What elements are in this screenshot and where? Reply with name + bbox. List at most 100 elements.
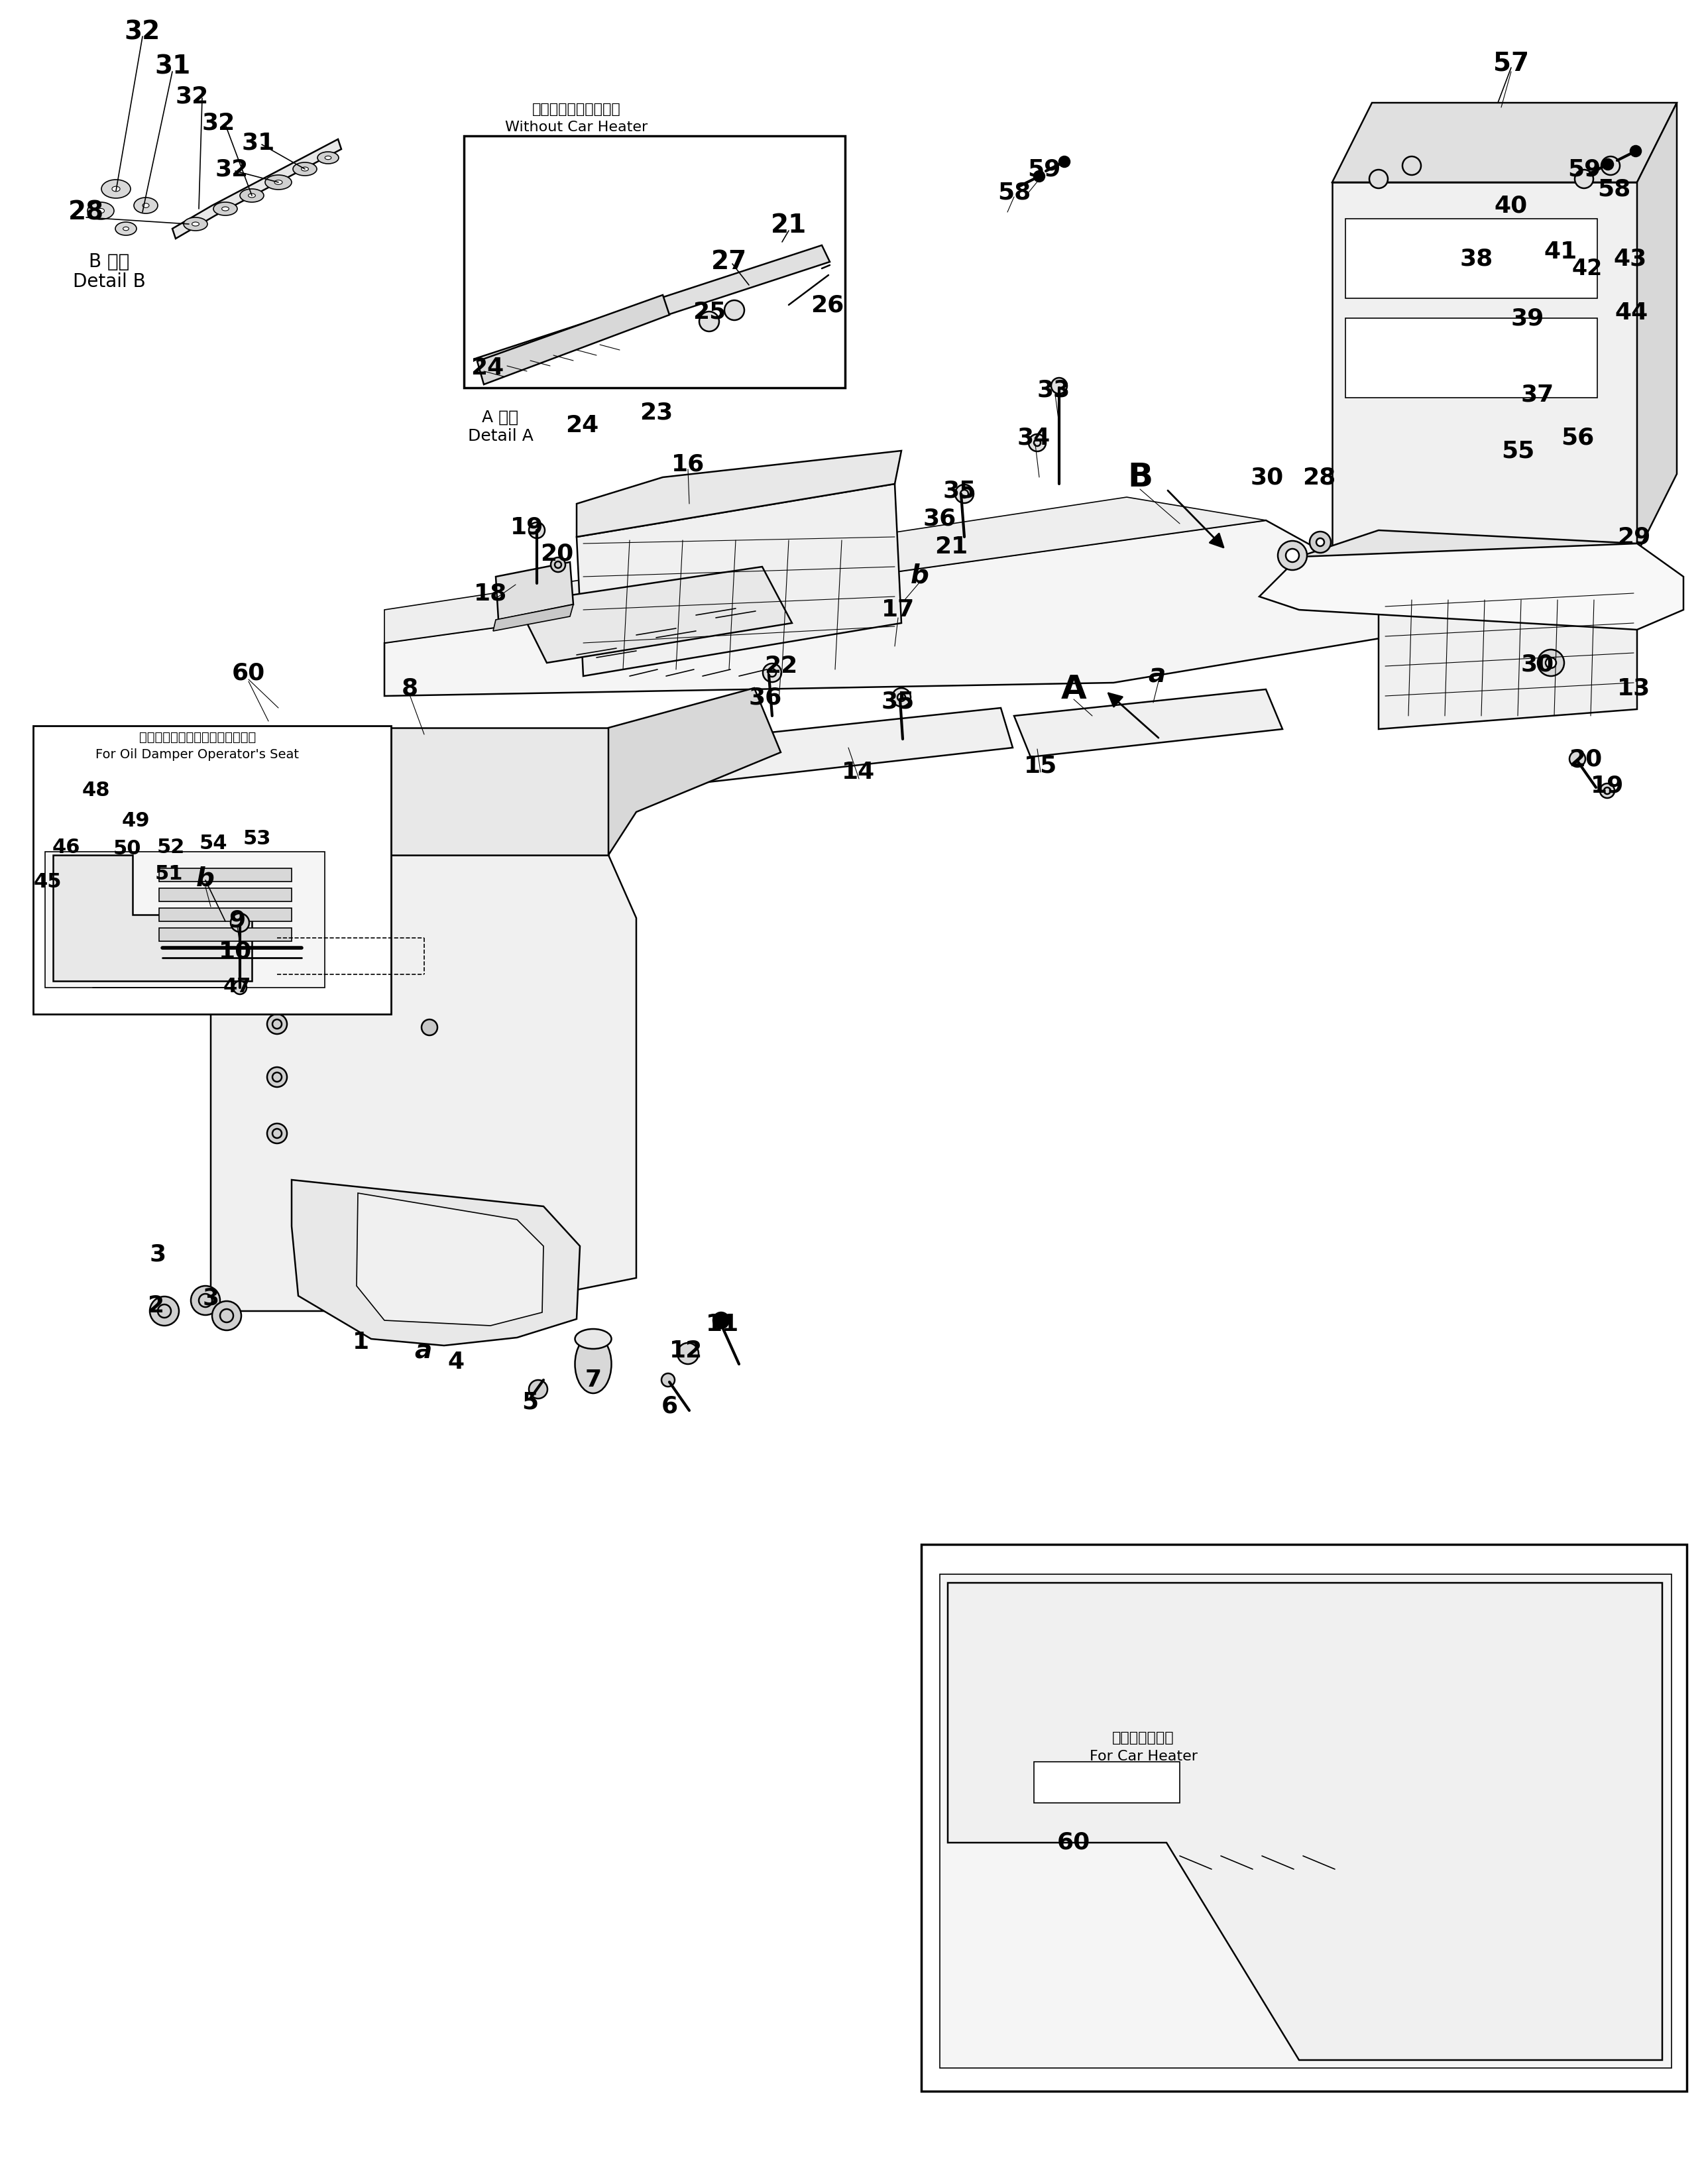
Text: 60: 60	[1056, 1832, 1091, 1854]
Circle shape	[1315, 537, 1324, 546]
Text: 12: 12	[670, 1339, 702, 1363]
Circle shape	[528, 1380, 547, 1398]
Text: 22: 22	[763, 655, 797, 677]
Text: カーヒーター未装着時: カーヒーター未装着時	[532, 103, 620, 116]
Circle shape	[1537, 649, 1564, 677]
Text: 58: 58	[997, 181, 1031, 203]
Ellipse shape	[302, 166, 308, 170]
Polygon shape	[947, 1583, 1661, 2060]
Text: 57: 57	[1493, 50, 1528, 76]
Circle shape	[1060, 157, 1070, 166]
Bar	[158, 889, 291, 902]
Text: 2: 2	[148, 1295, 164, 1317]
Text: 19: 19	[1590, 773, 1624, 797]
Text: 25: 25	[692, 299, 726, 323]
Text: 54: 54	[199, 834, 228, 852]
Circle shape	[1278, 542, 1307, 570]
Circle shape	[191, 1286, 220, 1315]
Text: 32: 32	[215, 157, 249, 181]
Ellipse shape	[97, 207, 104, 214]
Ellipse shape	[222, 207, 228, 212]
Text: 49: 49	[121, 810, 150, 830]
Ellipse shape	[574, 1328, 612, 1350]
Circle shape	[550, 557, 566, 572]
Polygon shape	[1014, 690, 1283, 758]
Ellipse shape	[116, 223, 136, 236]
Polygon shape	[1638, 103, 1677, 553]
Text: 30: 30	[1251, 465, 1283, 489]
Text: 34: 34	[1017, 426, 1051, 448]
Polygon shape	[1333, 181, 1638, 553]
Polygon shape	[356, 1192, 544, 1326]
Text: 42: 42	[1573, 258, 1603, 280]
Polygon shape	[211, 727, 608, 856]
Text: For Car Heater: For Car Heater	[1089, 1749, 1198, 1762]
Circle shape	[1569, 751, 1585, 767]
Polygon shape	[1259, 544, 1684, 629]
Polygon shape	[211, 856, 636, 1310]
Text: 11: 11	[705, 1313, 740, 1337]
Polygon shape	[172, 140, 341, 238]
Polygon shape	[477, 245, 830, 373]
Circle shape	[268, 1068, 286, 1088]
Text: 39: 39	[1511, 308, 1544, 330]
Text: a: a	[1148, 662, 1166, 688]
Text: 58: 58	[1597, 177, 1631, 201]
Text: 32: 32	[176, 85, 210, 107]
Text: A: A	[1062, 673, 1087, 705]
Text: 27: 27	[711, 249, 746, 275]
Text: 20: 20	[1569, 747, 1602, 771]
Ellipse shape	[325, 155, 331, 159]
Text: b: b	[196, 865, 215, 891]
Circle shape	[1600, 784, 1614, 797]
Circle shape	[1602, 159, 1614, 170]
Circle shape	[1370, 170, 1387, 188]
Ellipse shape	[193, 223, 199, 225]
Ellipse shape	[274, 179, 283, 183]
Polygon shape	[1333, 103, 1677, 181]
Text: 44: 44	[1615, 301, 1648, 323]
Text: 26: 26	[811, 293, 843, 317]
Circle shape	[230, 913, 249, 933]
Text: 14: 14	[842, 760, 874, 784]
Text: 30: 30	[1522, 653, 1554, 675]
Circle shape	[528, 522, 545, 537]
Text: 33: 33	[1038, 378, 1070, 402]
Circle shape	[724, 299, 745, 321]
Polygon shape	[477, 295, 670, 384]
Ellipse shape	[143, 203, 148, 207]
Text: 48: 48	[82, 780, 111, 799]
Polygon shape	[44, 852, 325, 987]
Text: B: B	[1128, 461, 1152, 494]
Polygon shape	[385, 520, 1392, 697]
Text: 21: 21	[934, 535, 968, 559]
Text: 60: 60	[232, 662, 266, 684]
Circle shape	[661, 1374, 675, 1387]
Polygon shape	[53, 856, 252, 981]
Circle shape	[1310, 531, 1331, 553]
Text: 47: 47	[223, 976, 250, 996]
Ellipse shape	[87, 203, 114, 218]
Text: Detail A: Detail A	[467, 428, 533, 443]
Text: 35: 35	[942, 478, 976, 502]
Ellipse shape	[266, 175, 291, 190]
Text: 24: 24	[470, 356, 504, 380]
Text: Detail B: Detail B	[73, 273, 147, 290]
Circle shape	[714, 1313, 729, 1328]
Polygon shape	[690, 708, 1012, 784]
Text: A 詳細: A 詳細	[482, 411, 518, 426]
Circle shape	[954, 485, 973, 502]
Polygon shape	[1298, 531, 1638, 596]
Text: 16: 16	[671, 452, 705, 476]
Text: 24: 24	[566, 415, 598, 437]
Text: 56: 56	[1561, 426, 1593, 448]
Circle shape	[699, 312, 719, 332]
Text: 15: 15	[1024, 753, 1056, 778]
Text: 31: 31	[242, 131, 274, 153]
Polygon shape	[941, 1575, 1672, 2068]
Text: 9: 9	[228, 909, 245, 930]
Bar	[922, 1544, 1687, 2092]
Text: 4: 4	[448, 1352, 463, 1374]
Ellipse shape	[213, 203, 237, 216]
Circle shape	[678, 1343, 699, 1365]
